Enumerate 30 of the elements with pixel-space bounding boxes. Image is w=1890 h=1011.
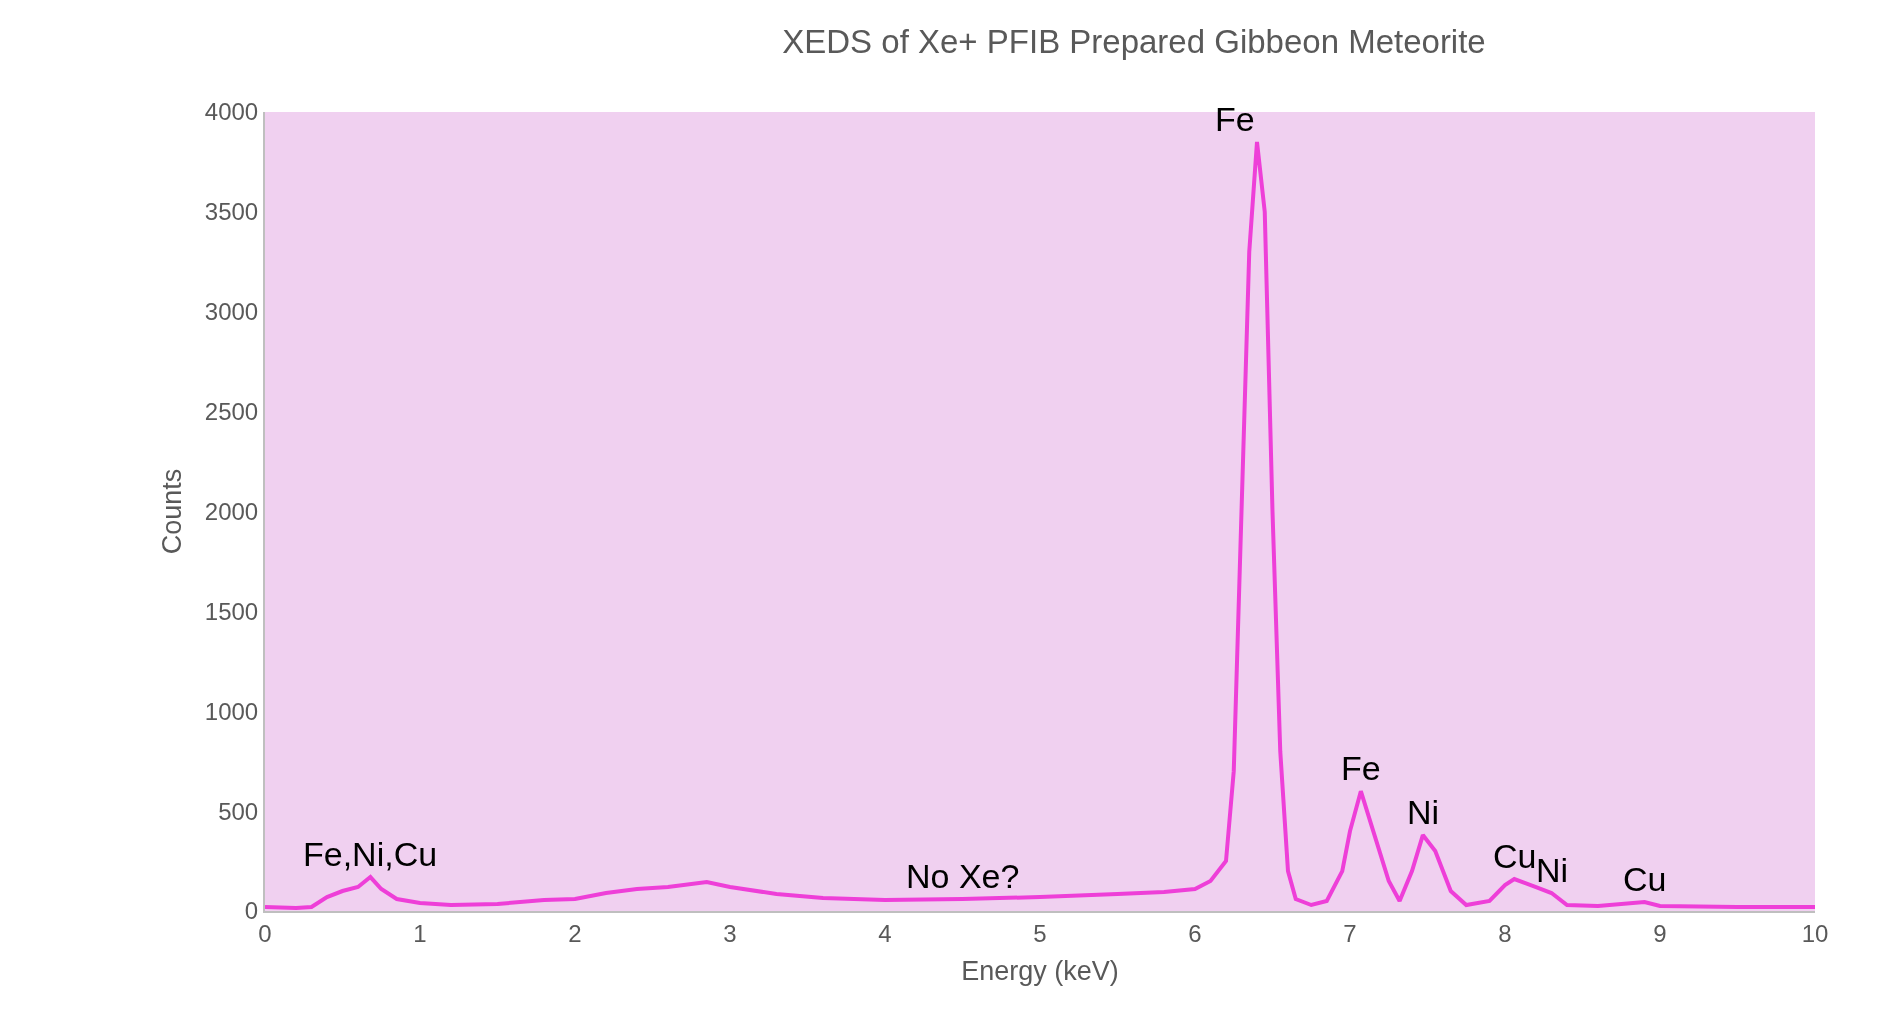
x-axis-title: Energy (keV) [961,955,1119,986]
y-tick-label: 2000 [204,497,259,525]
x-tick-label: 4 [878,919,892,947]
chart-title: XEDS of Xe+ PFIB Prepared Gibbeon Meteorite [782,23,1486,61]
x-tick-label: 10 [1801,919,1829,947]
x-tick-label: 5 [1033,919,1047,947]
annotation: Cu [1493,837,1537,875]
x-tick-label: 9 [1653,919,1667,947]
y-tick-label: 1500 [204,597,259,625]
x-tick-label: 7 [1343,919,1357,947]
y-tick-label: 2500 [204,398,259,426]
y-tick-label: 3000 [204,298,259,326]
y-tick-label: 500 [218,797,259,825]
y-axis-title: Counts [157,468,188,555]
x-tick-label: 3 [723,919,737,947]
x-tick-label: 8 [1498,919,1512,947]
annotation: Cu [1623,860,1667,898]
y-tick-label: 4000 [204,98,259,126]
annotation: Fe [1341,749,1381,787]
x-tick-label: 1 [413,919,427,947]
x-tick-label: 6 [1188,919,1202,947]
annotation: No Xe? [906,857,1020,895]
annotation: Ni [1536,851,1569,889]
y-tick-label: 0 [244,897,259,925]
y-tick-label: 1000 [204,697,259,725]
annotation: Fe [1215,100,1255,138]
annotation: Ni [1407,793,1440,831]
annotation: Fe,Ni,Cu [303,835,438,873]
x-tick-label: 2 [568,919,582,947]
y-tick-label: 3500 [204,198,259,226]
